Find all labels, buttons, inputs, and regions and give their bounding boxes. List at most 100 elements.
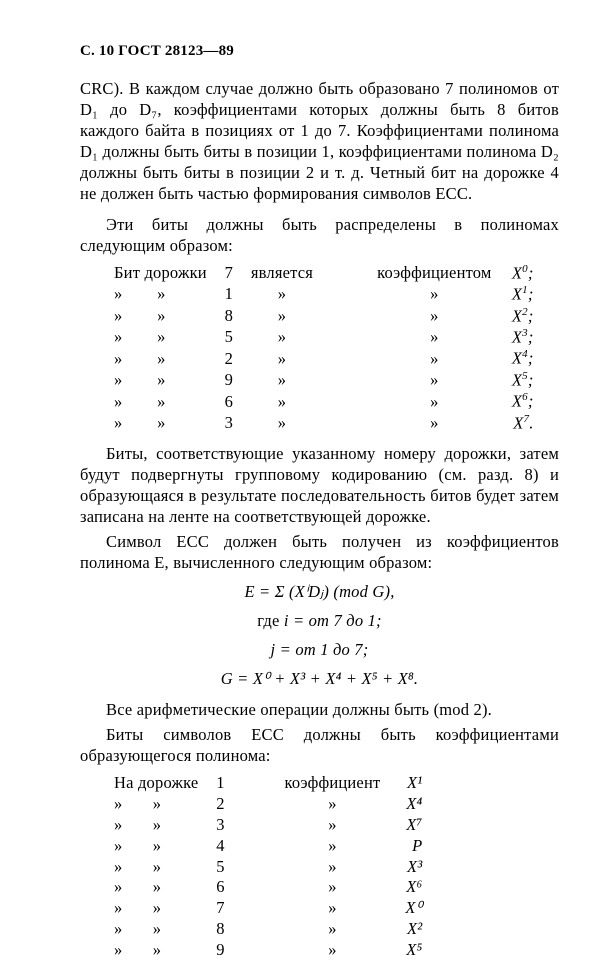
cell: » <box>245 391 319 412</box>
cell: » <box>371 413 498 434</box>
paragraph-6: Биты символов ECC должны быть коэффициен… <box>80 725 559 767</box>
cell: » <box>278 815 386 836</box>
cell <box>236 836 278 857</box>
cell: X7. <box>498 413 540 434</box>
cell: » » <box>108 836 204 857</box>
cell: » <box>278 857 386 878</box>
table-row: Бит дорожки7являетсякоэффициентомX0; <box>108 263 540 284</box>
cell: X3; <box>498 327 540 348</box>
table-row: » »3 »X⁷ <box>108 815 428 836</box>
equation-4: G = X⁰ + X³ + X⁴ + X⁵ + X⁸. <box>80 669 559 690</box>
cell: » » <box>108 857 204 878</box>
cell: » » <box>108 877 204 898</box>
cell: 2 <box>204 794 236 815</box>
cell: 8 <box>204 919 236 940</box>
cell <box>319 391 371 412</box>
cell: » » <box>108 815 204 836</box>
cell: 6 <box>204 877 236 898</box>
cell: 3 <box>213 413 245 434</box>
cell: » <box>278 919 386 940</box>
cell: » <box>278 898 386 919</box>
cell <box>319 263 371 284</box>
cell: 8 <box>213 306 245 327</box>
cell: X5; <box>498 370 540 391</box>
cell: » » <box>108 284 213 305</box>
cell: » <box>371 306 498 327</box>
table-row: » »3»»X7. <box>108 413 540 434</box>
cell <box>319 327 371 348</box>
cell: » <box>371 327 498 348</box>
paragraph-1: CRC). В каждом случае должно быть образо… <box>80 79 559 205</box>
cell: На дорожке <box>108 773 204 794</box>
cell: 7 <box>213 263 245 284</box>
cell: Бит дорожки <box>108 263 213 284</box>
cell: » » <box>108 348 213 369</box>
cell: P <box>386 836 428 857</box>
cell: X⁷ <box>386 815 428 836</box>
equation-3: j = от 1 до 7; <box>80 640 559 661</box>
cell: 7 <box>204 898 236 919</box>
cell: X4; <box>498 348 540 369</box>
cell: » » <box>108 898 204 919</box>
cell <box>319 370 371 391</box>
cell: » <box>278 794 386 815</box>
cell <box>319 348 371 369</box>
cell: » <box>278 940 386 961</box>
cell: 9 <box>213 370 245 391</box>
cell <box>319 413 371 434</box>
cell: X0; <box>498 263 540 284</box>
table-row: » »8»»X2; <box>108 306 540 327</box>
cell: » » <box>108 391 213 412</box>
cell <box>236 773 278 794</box>
table-row: » »6 »X⁶ <box>108 877 428 898</box>
cell: » <box>371 284 498 305</box>
cell: 9 <box>204 940 236 961</box>
cell: коэффициент <box>278 773 386 794</box>
cell: X⁴ <box>386 794 428 815</box>
cell: X⁰ <box>386 898 428 919</box>
cell: 1 <box>204 773 236 794</box>
cell <box>236 898 278 919</box>
cell <box>236 940 278 961</box>
cell: » <box>278 836 386 857</box>
cell: » <box>245 413 319 434</box>
cell: 2 <box>213 348 245 369</box>
page: С. 10 ГОСТ 28123—89 CRC). В каждом случа… <box>0 0 614 871</box>
table-row: » »8 »X² <box>108 919 428 940</box>
table-row: » »4 »P <box>108 836 428 857</box>
cell: » » <box>108 370 213 391</box>
cell: X1; <box>498 284 540 305</box>
table-row: » »1»»X1; <box>108 284 540 305</box>
cell: » » <box>108 327 213 348</box>
table-row: » »2»»X4; <box>108 348 540 369</box>
cell: » » <box>108 794 204 815</box>
paragraph-5: Все арифметические операции должны быть … <box>80 700 559 721</box>
cell: 3 <box>204 815 236 836</box>
cell: X2; <box>498 306 540 327</box>
table-row: » »5»»X3; <box>108 327 540 348</box>
equation-1: E = Σ (XⁱDⱼ) (mod G), <box>80 582 559 603</box>
cell: » <box>371 391 498 412</box>
cell: » <box>245 370 319 391</box>
cell: X⁵ <box>386 940 428 961</box>
cell: X² <box>386 919 428 940</box>
bit-table-1: Бит дорожки7являетсякоэффициентомX0;» »1… <box>108 263 540 435</box>
table-row: » »6»»X6; <box>108 391 540 412</box>
cell: » <box>245 348 319 369</box>
page-header: С. 10 ГОСТ 28123—89 <box>80 42 559 61</box>
cell: » » <box>108 940 204 961</box>
cell: 4 <box>204 836 236 857</box>
cell: » <box>278 877 386 898</box>
cell <box>236 794 278 815</box>
cell: X6; <box>498 391 540 412</box>
paragraph-2: Эти биты должны быть распределены в поли… <box>80 215 559 257</box>
cell: » <box>371 348 498 369</box>
table-row: » »2 »X⁴ <box>108 794 428 815</box>
cell: » » <box>108 919 204 940</box>
cell: » » <box>108 306 213 327</box>
cell: является <box>245 263 319 284</box>
cell: X⁶ <box>386 877 428 898</box>
cell: » <box>245 306 319 327</box>
paragraph-3: Биты, соответствующие указанному номеру … <box>80 444 559 528</box>
cell: X³ <box>386 857 428 878</box>
